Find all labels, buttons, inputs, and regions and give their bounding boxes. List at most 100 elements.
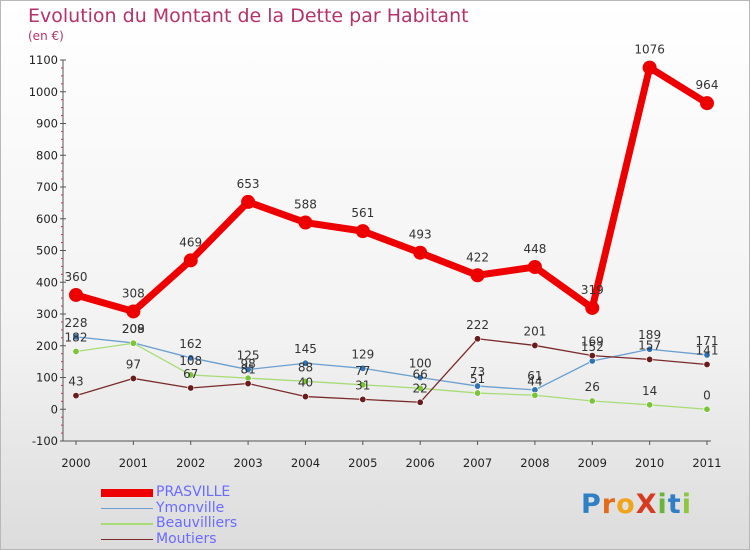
data-point — [646, 345, 654, 353]
y-tick-label: 700 — [36, 180, 58, 194]
data-label: 81 — [240, 363, 255, 377]
data-point — [187, 371, 195, 379]
data-label: 31 — [355, 378, 370, 392]
data-label: 964 — [696, 78, 719, 92]
data-point — [298, 215, 313, 230]
data-label: 67 — [183, 367, 198, 381]
series-line-prasville — [72, 64, 711, 315]
data-point — [474, 335, 482, 343]
data-point — [126, 304, 141, 319]
data-label: 0 — [703, 388, 711, 402]
unit-label: (en €) — [28, 29, 64, 43]
series-line-moutiers — [75, 338, 708, 403]
x-tick-label: 2009 — [578, 456, 607, 470]
data-label: 51 — [470, 372, 485, 386]
series-line-ymonville — [75, 336, 708, 391]
legend-label: Beauvilliers — [156, 515, 238, 531]
data-point — [69, 287, 83, 302]
data-label: 66 — [413, 367, 428, 381]
data-label: 493 — [409, 228, 432, 242]
data-point — [72, 333, 80, 341]
data-label: 201 — [523, 324, 546, 338]
data-label: 1076 — [634, 43, 665, 57]
data-label: 40 — [298, 376, 313, 390]
x-tick-label: 2006 — [406, 456, 435, 470]
data-label: 43 — [68, 375, 83, 389]
data-point — [187, 384, 195, 392]
y-tick-label: 900 — [36, 117, 58, 131]
data-point — [470, 268, 485, 283]
data-point — [531, 341, 539, 349]
data-point — [301, 359, 309, 367]
data-point — [642, 60, 657, 75]
data-point — [527, 260, 542, 275]
data-label: 319 — [581, 283, 604, 297]
data-label: 125 — [237, 349, 260, 363]
data-point — [301, 377, 309, 385]
data-point — [301, 393, 309, 401]
data-point — [359, 381, 367, 389]
y-tick-label: 800 — [36, 148, 58, 162]
y-tick-label: 100 — [36, 371, 58, 385]
proxiti-logo: ProXiti — [581, 489, 692, 520]
data-label: 171 — [696, 334, 719, 348]
data-point — [413, 245, 428, 260]
data-point — [416, 373, 424, 381]
data-label: 422 — [466, 250, 489, 264]
data-label: 88 — [298, 360, 313, 374]
data-label: 44 — [527, 374, 542, 388]
data-point — [646, 401, 654, 409]
data-label: 97 — [126, 357, 141, 371]
data-label: 561 — [351, 206, 374, 220]
data-point — [72, 392, 80, 400]
data-label: 145 — [294, 342, 317, 356]
data-point — [72, 347, 80, 355]
data-point — [585, 300, 600, 315]
data-label: 77 — [355, 364, 370, 378]
data-point — [703, 351, 711, 359]
legend-label: Moutiers — [156, 530, 217, 547]
y-tick-label: 400 — [36, 275, 58, 289]
data-label: 169 — [581, 335, 604, 349]
y-tick-label: 300 — [36, 307, 58, 321]
data-label: 588 — [294, 198, 317, 212]
data-label: 360 — [65, 270, 88, 284]
data-point — [241, 194, 256, 209]
data-label: 157 — [638, 338, 661, 352]
y-tick-label: 1000 — [29, 85, 58, 99]
data-label: 108 — [179, 354, 202, 368]
x-tick-label: 2002 — [176, 456, 205, 470]
data-label: 209 — [122, 322, 145, 336]
data-label: 141 — [696, 343, 719, 357]
data-label: 14 — [642, 384, 657, 398]
data-point — [588, 397, 596, 405]
legend-label: PRASVILLE — [156, 484, 231, 500]
data-label: 152 — [581, 340, 604, 354]
y-tick-label: 500 — [36, 244, 58, 258]
data-label: 26 — [585, 380, 600, 394]
data-point — [183, 253, 198, 268]
y-tick-label: 200 — [36, 339, 58, 353]
data-label: 308 — [122, 286, 145, 300]
data-point — [703, 360, 711, 368]
data-point — [244, 380, 252, 388]
x-tick-label: 2001 — [119, 456, 148, 470]
data-label: 653 — [237, 177, 260, 191]
legend-swatch — [101, 507, 153, 510]
data-label: 100 — [409, 357, 432, 371]
data-point — [416, 384, 424, 392]
data-point — [416, 398, 424, 406]
x-tick-label: 2003 — [233, 456, 262, 470]
data-point — [355, 224, 370, 239]
data-label: 73 — [470, 365, 485, 379]
data-label: 208 — [122, 322, 145, 336]
data-point — [531, 391, 539, 399]
data-label: 22 — [413, 381, 428, 395]
data-point — [588, 352, 596, 360]
data-point — [359, 364, 367, 372]
data-label: 98 — [240, 357, 255, 371]
y-tick-label: 600 — [36, 212, 58, 226]
data-label: 469 — [179, 235, 202, 249]
data-label: 162 — [179, 337, 202, 351]
